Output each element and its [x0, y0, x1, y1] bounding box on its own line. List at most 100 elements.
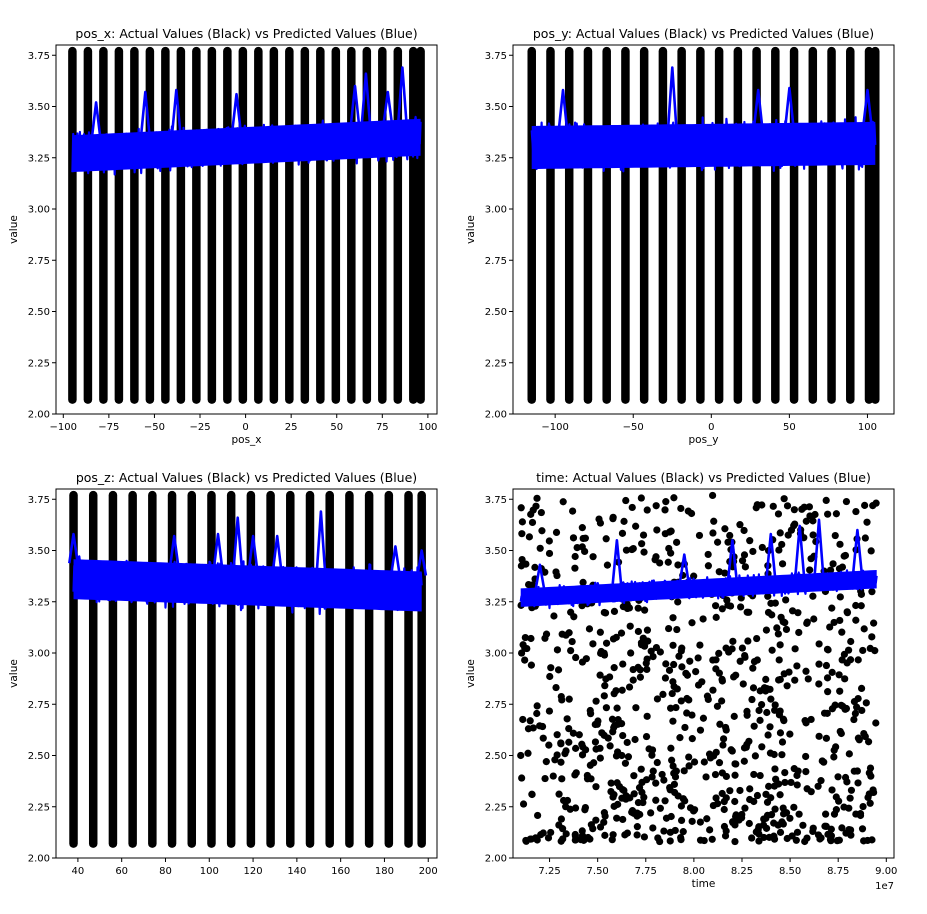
actual-point — [562, 747, 570, 755]
actual-point — [726, 531, 734, 540]
actual-point — [602, 639, 611, 647]
actual-point — [712, 602, 720, 610]
actual-point — [618, 686, 626, 694]
actual-point — [553, 751, 561, 759]
actual-point — [856, 810, 865, 818]
actual-point — [619, 731, 627, 740]
actual-point — [806, 566, 814, 574]
actual-series — [517, 491, 880, 846]
actual-point — [861, 501, 869, 509]
actual-point — [804, 675, 812, 683]
actual-point — [771, 765, 779, 773]
subplot-4: 2.00 2.25 2.50 2.75 3.00 3.25 3.50 3.75 7.25 7.50… — [465, 470, 897, 892]
actual-point — [828, 668, 836, 676]
actual-point — [565, 629, 573, 637]
actual-point — [715, 669, 723, 677]
actual-point — [591, 738, 600, 746]
axes-frame — [55, 488, 438, 859]
actual-point — [807, 555, 815, 563]
predicted-spike — [611, 539, 623, 586]
actual-point — [696, 641, 704, 649]
actual-point — [572, 744, 580, 752]
actual-point — [755, 706, 763, 715]
actual-point — [636, 673, 644, 681]
actual-point — [738, 644, 746, 652]
actual-point — [783, 682, 791, 690]
actual-point — [686, 657, 694, 665]
actual-point — [692, 667, 700, 676]
x-tick-label: 75 — [376, 422, 389, 433]
actual-point — [581, 803, 590, 812]
actual-point — [518, 518, 526, 526]
actual-point — [569, 729, 577, 737]
actual-point — [746, 785, 754, 793]
y-tick-label: 2.00 — [28, 854, 50, 865]
predicted-spike — [212, 532, 224, 569]
y-axis-label: value — [465, 659, 477, 688]
axes-frame — [55, 44, 438, 415]
actual-point — [765, 782, 773, 790]
actual-point — [559, 796, 568, 805]
actual-point — [838, 824, 846, 832]
actual-point — [729, 637, 737, 645]
actual-point — [632, 522, 640, 530]
actual-point — [578, 602, 586, 610]
actual-point — [757, 700, 766, 709]
actual-point — [776, 529, 784, 537]
actual-point — [787, 526, 796, 534]
actual-point — [865, 790, 873, 798]
actual-point — [738, 557, 747, 565]
actual-point — [720, 798, 728, 806]
actual-point — [852, 601, 860, 610]
actual-point — [623, 604, 631, 612]
actual-point — [709, 656, 717, 664]
actual-point — [871, 647, 879, 655]
x-tick-label: −50 — [623, 422, 644, 433]
actual-point — [597, 649, 605, 657]
actual-point — [776, 828, 785, 836]
actual-point — [653, 758, 661, 767]
actual-point — [822, 810, 830, 818]
actual-point — [868, 633, 876, 641]
actual-point — [557, 692, 565, 701]
actual-point — [638, 540, 646, 548]
actual-point — [845, 826, 853, 834]
actual-point — [592, 697, 600, 705]
chart-title: time: Actual Values (Black) vs Predicted… — [536, 470, 871, 485]
actual-point — [661, 797, 669, 805]
subplot-3: 2.00 2.25 2.50 2.75 3.00 3.25 3.50 3.75 40 60 80 10… — [8, 470, 438, 877]
actual-point — [758, 743, 766, 751]
actual-point — [528, 518, 537, 527]
actual-point — [601, 682, 609, 690]
actual-point — [852, 616, 860, 624]
actual-point — [677, 647, 685, 655]
actual-point — [643, 655, 651, 663]
actual-point — [688, 619, 696, 627]
actual-point — [610, 664, 618, 672]
actual-point — [811, 510, 819, 519]
actual-point — [628, 503, 636, 512]
predicted-spike — [232, 516, 244, 570]
actual-point — [739, 680, 747, 688]
actual-point — [826, 835, 835, 844]
actual-point — [758, 543, 766, 552]
actual-point — [776, 791, 784, 799]
actual-point — [656, 804, 664, 812]
actual-point — [783, 502, 792, 510]
actual-point — [640, 642, 649, 650]
actual-point — [840, 650, 848, 658]
actual-point — [728, 645, 736, 653]
actual-point — [547, 664, 555, 672]
x-tick-label: 60 — [115, 866, 128, 877]
actual-point — [831, 701, 839, 709]
actual-point — [596, 744, 604, 752]
actual-point — [614, 720, 622, 728]
actual-point — [532, 834, 540, 842]
x-tick-label: 50 — [330, 422, 343, 433]
actual-point — [602, 535, 610, 543]
y-tick-label: 2.75 — [485, 256, 507, 267]
actual-point — [685, 696, 693, 704]
actual-point — [841, 675, 849, 683]
actual-point — [571, 564, 579, 572]
actual-point — [662, 660, 670, 668]
